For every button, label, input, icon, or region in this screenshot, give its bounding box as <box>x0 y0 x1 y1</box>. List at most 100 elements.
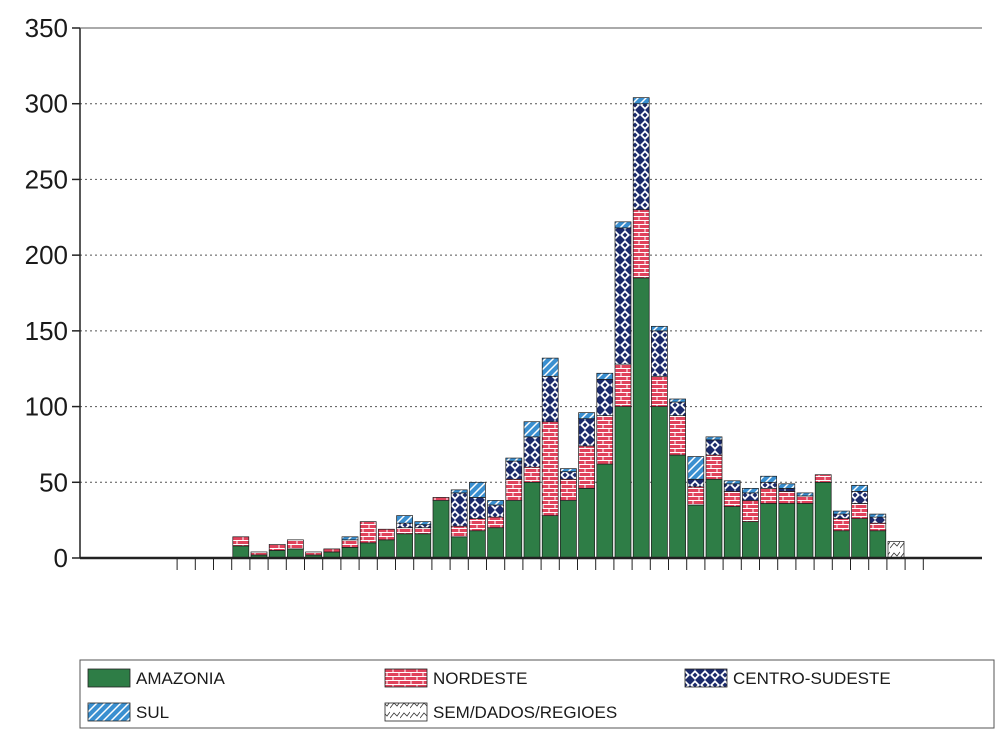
bar-segment-sul <box>651 325 668 332</box>
bar-segment-amazonia <box>378 539 395 559</box>
bar-segment-amazonia <box>833 530 850 559</box>
bar-segment-centro-sudeste <box>687 478 705 488</box>
y-tick-label: 150 <box>25 316 68 346</box>
bar-segment-nordeste <box>450 525 468 538</box>
gridlines <box>80 103 982 483</box>
bar-segment-centro-sudeste <box>414 524 432 529</box>
bar-segment-nordeste <box>614 363 632 407</box>
y-axis-ticks: 0 50 100 150 200 250 300 350 <box>25 13 80 573</box>
bar-segment-centro-sudeste <box>560 471 577 480</box>
bar-segment-nordeste <box>396 527 413 535</box>
legend-item-sem-dados: SEM/DADOS/REGIOES <box>384 702 617 722</box>
bar-segment-nordeste <box>796 495 814 504</box>
bar-segment-centro-sudeste <box>742 492 759 501</box>
bar-segment-amazonia <box>778 503 796 559</box>
bar-segment-sul <box>450 489 468 494</box>
bar-segment-amazonia <box>596 463 614 559</box>
bar-segment-nordeste <box>505 478 523 501</box>
bar-segment-amazonia <box>414 533 432 559</box>
legend-label: SEM/DADOS/REGIOES <box>433 703 617 722</box>
bar-segment-sul <box>742 487 759 494</box>
bar-segment-centro-sudeste <box>723 483 741 492</box>
bar-segment-amazonia <box>287 548 304 559</box>
bar-segment-nordeste <box>833 518 850 532</box>
bar-segment-sul <box>505 457 523 462</box>
bar-segment-centro-sudeste <box>669 401 686 417</box>
legend-label: SUL <box>136 703 169 722</box>
bar-segment-centro-sudeste <box>523 436 541 468</box>
bar-segment-sul <box>469 481 486 498</box>
x-axis-ticks <box>176 558 924 570</box>
bar-segment-nordeste <box>578 445 595 489</box>
bar-segment-sul <box>341 536 359 541</box>
legend-item-centro-sudeste: CENTRO-SUDESTE <box>684 668 891 688</box>
bar-segment-nordeste <box>869 522 887 532</box>
y-tick-label: 250 <box>25 164 68 194</box>
bar-segment-amazonia <box>796 503 814 559</box>
bar-segment-amazonia <box>869 530 887 559</box>
bar-segment-sul <box>851 484 868 492</box>
bar-segment-amazonia <box>523 481 541 559</box>
bar-segment-centro-sudeste <box>705 439 723 456</box>
bar-segment-nordeste <box>705 454 723 480</box>
bar-segment-centro-sudeste <box>469 497 486 519</box>
bar-segment-amazonia <box>669 454 686 559</box>
bar-segment-centro-sudeste <box>651 330 668 377</box>
bar-segment-sul <box>705 436 723 441</box>
bar-segment-amazonia <box>760 503 777 559</box>
bar-segment-sul <box>760 475 777 483</box>
bar-segment-centro-sudeste <box>578 418 595 447</box>
bar-segment-sul <box>541 357 559 377</box>
bar-segment-nordeste <box>851 503 868 519</box>
bar-segment-nordeste <box>742 500 759 523</box>
bar-segment-nordeste <box>487 516 504 529</box>
y-tick-label: 200 <box>25 240 68 270</box>
bar-segment-sul <box>833 510 850 515</box>
bar-segment-sul <box>669 398 686 403</box>
bar-segment-centro-sudeste <box>614 227 632 365</box>
bar-segment-nordeste <box>268 544 286 551</box>
y-tick-label: 300 <box>25 89 68 119</box>
bar-segment-centro-sudeste <box>396 522 413 529</box>
legend-item-amazonia: AMAZONIA <box>87 668 225 688</box>
bar-segment-amazonia <box>687 504 705 559</box>
bar-segment-nordeste <box>305 551 322 556</box>
bar-segment-nordeste <box>414 527 432 535</box>
bar-segment-nordeste <box>560 478 577 501</box>
bar-segment-nordeste <box>378 528 395 541</box>
legend-swatch <box>87 668 131 688</box>
legend-swatch <box>384 702 428 722</box>
bar-segment-centro-sudeste <box>487 504 504 518</box>
bar-segment-nordeste <box>323 548 341 553</box>
bar-segment-amazonia <box>614 406 632 559</box>
bar-segment-nordeste <box>541 421 559 516</box>
bar-segment-sul <box>687 456 705 480</box>
bar-segment-centro-sudeste <box>778 487 796 492</box>
bar-segment-sul <box>523 421 541 438</box>
bar-segment-nordeste <box>760 487 777 504</box>
bar-segment-sul <box>414 521 432 526</box>
bar-segment-nordeste <box>469 518 486 532</box>
bar-segment-sul <box>396 515 413 524</box>
axes <box>79 27 982 560</box>
bar-segment-amazonia <box>541 515 559 559</box>
bar-segment-sul <box>578 412 595 420</box>
bar-segment-nordeste <box>287 539 304 550</box>
bar-segment-nordeste <box>341 539 359 548</box>
bar-segment-amazonia <box>450 536 468 559</box>
legend: AMAZONIA NORDESTE CENTRO-SUDESTE SUL SEM/DAD… <box>79 659 995 729</box>
bar-segment-amazonia <box>632 277 650 559</box>
bar-segment-centro-sudeste <box>505 460 523 480</box>
bar-segment-nordeste <box>687 486 705 506</box>
bar-segment-sul <box>723 480 741 485</box>
bar-segment-centro-sudeste <box>632 103 650 211</box>
bar-segment-amazonia <box>487 527 504 559</box>
bar-segment-amazonia <box>341 547 359 559</box>
bar-segment-centro-sudeste <box>851 491 868 504</box>
bar-segment-nordeste <box>232 536 250 547</box>
bar-segment-nordeste <box>250 551 268 556</box>
legend-label: AMAZONIA <box>136 669 225 688</box>
bar-segment-nordeste <box>814 474 832 483</box>
legend-swatch <box>384 668 428 688</box>
bar-segment-amazonia <box>705 478 723 559</box>
